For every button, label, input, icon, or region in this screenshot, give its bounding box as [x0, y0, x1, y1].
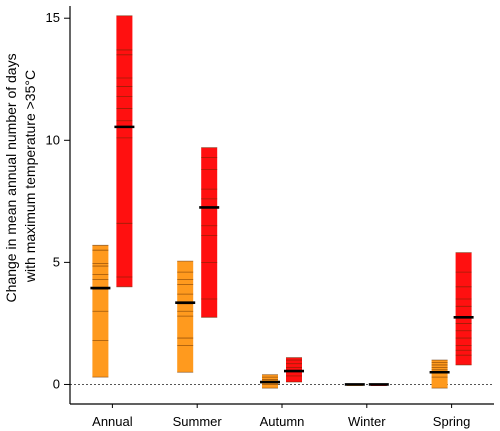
range-bar-summer-series-1 — [177, 261, 194, 373]
y-tick-label-15: 15 — [46, 10, 60, 25]
y-tick-label-10: 10 — [46, 132, 60, 147]
svg-text:Change in mean annual number o: Change in mean annual number of days wit… — [3, 50, 38, 303]
y-axis-title-line-2: with maximum temperature >35°C — [22, 70, 38, 283]
y-axis-title-line-1: Change in mean annual number of days — [3, 53, 19, 302]
y-tick-label-0: 0 — [53, 376, 60, 391]
range-bar-spring-series-2 — [455, 252, 472, 365]
x-tick-label-spring: Spring — [433, 414, 471, 429]
plot-area: 0 5 10 15 Annual Summer Autumn Winter Spring — [46, 6, 494, 429]
x-tick-label-annual: Annual — [92, 414, 133, 429]
y-axis-title: Change in mean annual number of days wit… — [3, 50, 38, 303]
range-bar-spring-series-1 — [431, 360, 448, 389]
range-bar-summer-series-2 — [201, 147, 218, 318]
y-tick-label-5: 5 — [53, 254, 60, 269]
x-tick-label-summer: Summer — [173, 414, 223, 429]
x-tick-label-autumn: Autumn — [260, 414, 305, 429]
x-tick-label-winter: Winter — [348, 414, 386, 429]
range-bar-annual-series-2 — [116, 15, 133, 287]
